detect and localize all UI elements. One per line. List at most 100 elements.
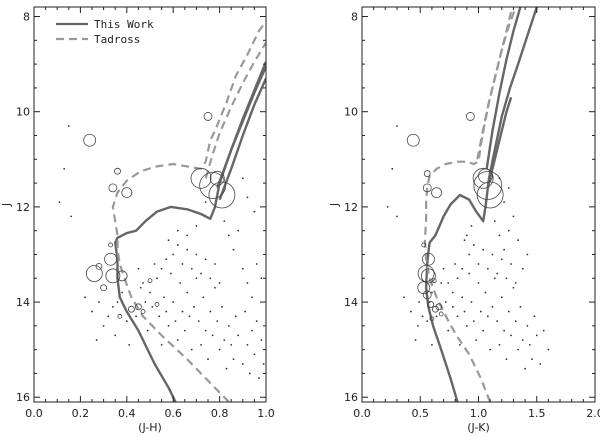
field-star-point [396,215,398,218]
member-star-circle [417,265,435,282]
field-star-point [195,225,198,227]
field-star-point [463,239,466,242]
member-star-circle [472,167,494,189]
field-star-point [255,320,258,322]
field-star-point [491,253,494,256]
field-star-point [468,272,471,275]
field-star-point [111,305,114,308]
field-star-point [482,329,485,332]
member-star-circle [438,311,444,317]
field-star-point [417,324,419,327]
field-star-point [204,258,207,261]
field-star-point [253,353,256,356]
field-star-point [486,315,489,318]
field-star-point [510,263,513,265]
x-tick-label: 0.5 [412,407,430,420]
member-star-circle [423,170,431,177]
field-star-point [193,305,195,308]
field-star-point [461,296,464,299]
member-star-circle [422,252,435,266]
field-star-point [260,339,263,342]
member-star-circle [199,172,227,199]
y-tick-label: 14 [344,296,358,309]
field-star-point [246,196,249,199]
x-tick-label: 0.4 [118,407,136,420]
plot-panel-left: 0.0 0.2 0.4 0.6 0.8 1.0 8 10 12 14 16 (J-H) J This Wo… [0,6,275,434]
field-star-point [70,215,73,218]
plot-frame [361,6,596,403]
member-star-circle [104,252,117,266]
field-star-point [517,239,520,242]
field-star-point [403,296,405,299]
field-star-point [246,343,249,346]
field-star-point [386,205,389,208]
field-star-point [188,315,191,318]
field-star-point [461,267,464,270]
member-star-circle [431,305,439,313]
member-star-circle [421,242,427,248]
x-tick-label: 1.5 [528,407,546,420]
field-star-point [144,301,147,303]
field-star-point [444,301,447,303]
field-star-point [151,305,154,308]
field-star-point [142,282,144,284]
field-star-point [521,267,524,270]
field-star-point [498,234,501,237]
field-star-point [507,186,510,189]
field-star-point [218,348,221,351]
field-star-point [542,329,545,332]
field-star-point [451,305,454,308]
member-star-circle [431,187,442,199]
x-tick-label: 0.2 [72,407,90,420]
field-star-point [507,229,510,232]
field-star-point [163,296,165,299]
field-star-point [137,267,140,270]
x-axis-title: (J-H) [138,421,162,434]
field-star-point [174,320,177,322]
field-star-point [91,310,93,313]
field-star-point [183,329,186,332]
field-star-point [84,296,86,299]
y-tick-label: 16 [16,391,30,404]
x-axis-title: (J-K) [467,421,490,434]
field-star-point [519,305,522,308]
member-star-circle [147,278,153,284]
field-star-point [207,358,209,361]
field-star-point [190,348,193,351]
isochrone-this-work-line [485,7,522,169]
field-star-point [463,310,466,313]
field-star-point [496,272,499,275]
field-star-point [391,167,394,170]
field-star-point [507,310,510,313]
field-star-point [477,263,480,265]
member-star-circle [121,187,133,199]
field-star-point [465,234,468,237]
field-star-point [539,363,542,365]
member-star-circle [114,167,121,175]
member-star-circle [117,313,123,319]
member-star-circle [83,133,97,147]
member-star-circle [85,265,103,282]
plot-data [386,7,550,402]
field-star-point [146,329,149,332]
field-star-point [500,258,503,261]
member-star-circle [422,183,432,193]
field-star-point [251,296,253,299]
x-tick-label: 1.0 [257,407,275,420]
field-star-point [237,229,240,232]
field-star-point [149,291,151,294]
member-star-circle [140,309,146,314]
field-star-point [209,310,212,313]
field-star-point [221,305,223,308]
member-star-circle [108,242,113,248]
isochrone-this-work-line [218,77,266,201]
y-tick-label: 8 [23,11,30,24]
field-star-point [204,329,207,332]
field-star-point [396,125,398,127]
legend-label: This Work [94,18,154,31]
field-star-point [172,253,175,256]
y-tick-label: 12 [344,201,358,214]
member-star-circle [190,167,212,189]
